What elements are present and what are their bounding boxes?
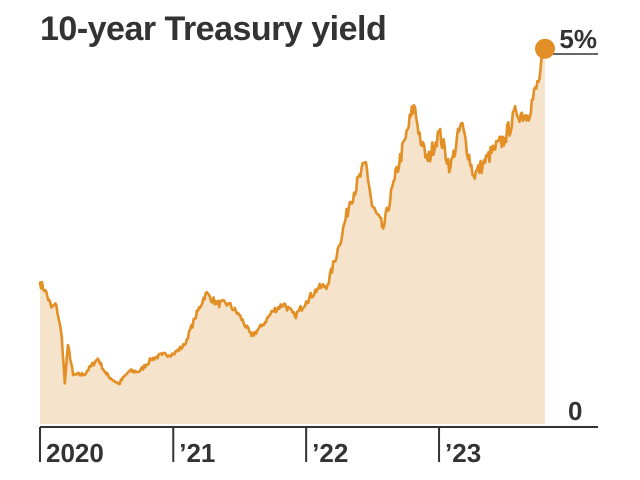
x-tick-label: ’21 (179, 438, 215, 468)
endpoint-marker (535, 38, 555, 59)
y-tick-label: 0 (568, 396, 582, 426)
x-tick-label: ’23 (445, 438, 481, 468)
area-fill (40, 44, 545, 424)
chart-title: 10-year Treasury yield (40, 10, 387, 48)
series-line (38, 42, 547, 386)
x-tick-label: 2020 (46, 438, 104, 468)
x-tick-label: ’22 (312, 438, 348, 468)
y-tick-label: 5% (559, 24, 597, 54)
